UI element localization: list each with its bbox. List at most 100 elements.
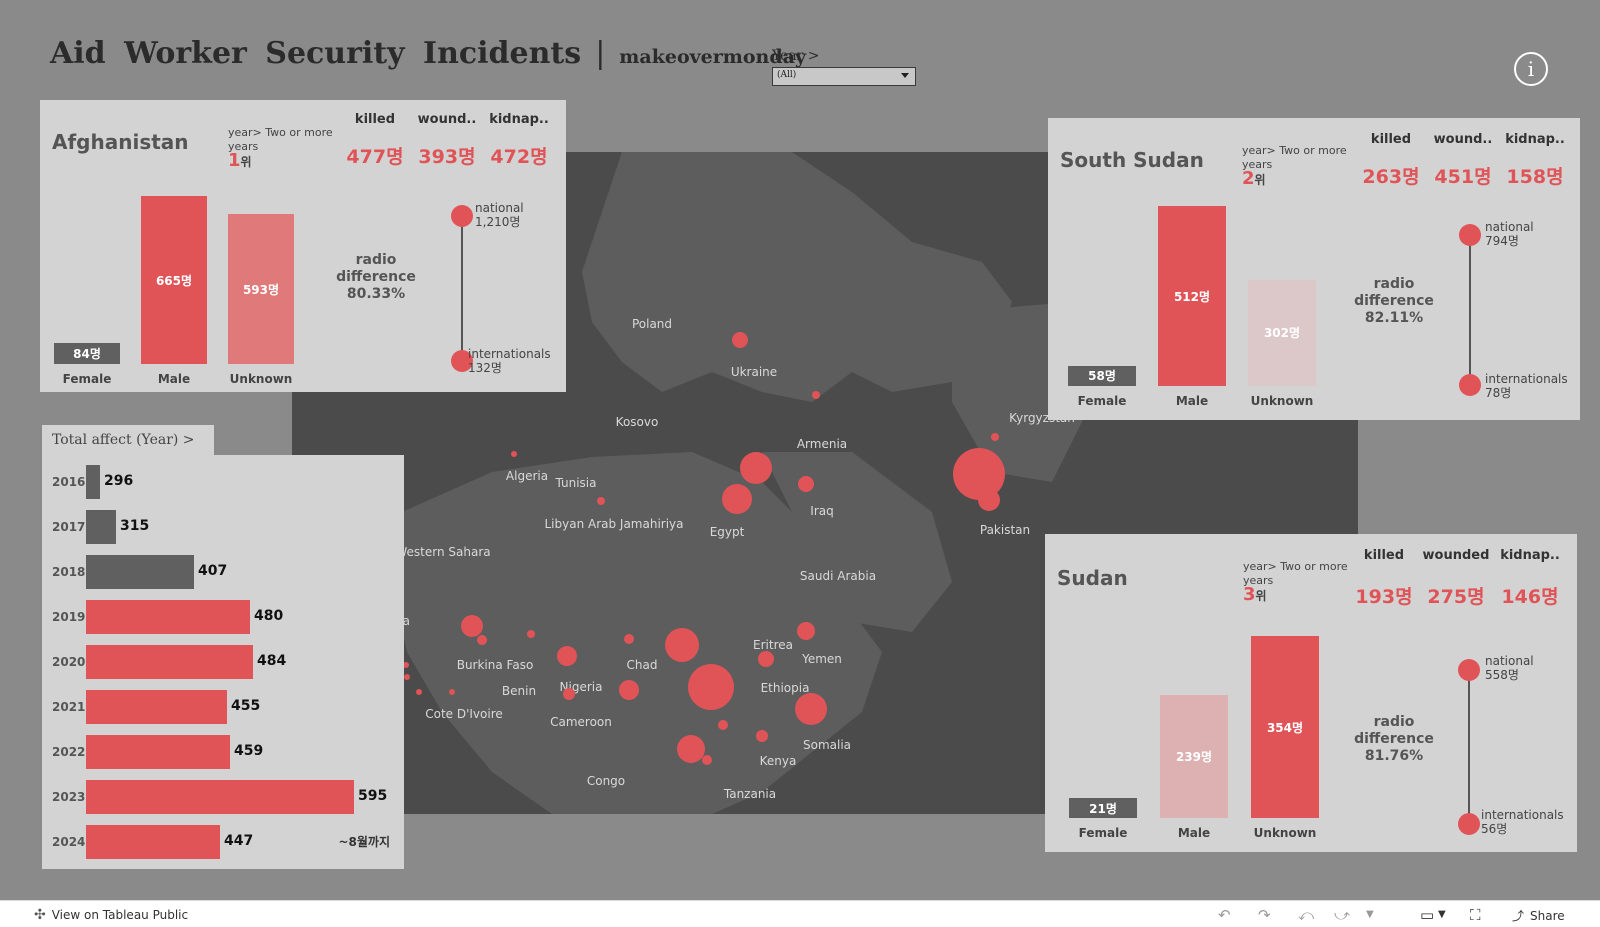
incident-bubble[interactable] [511, 451, 517, 457]
share-button[interactable]: ⤴ Share [1512, 907, 1565, 924]
incident-bubble[interactable] [740, 452, 772, 484]
info-icon[interactable]: i [1514, 52, 1548, 86]
incident-bubble[interactable] [449, 689, 455, 695]
total-affect-row[interactable]: 2020 484 [42, 645, 404, 679]
incident-bubble[interactable] [812, 391, 820, 399]
incident-bubble[interactable] [597, 497, 605, 505]
incident-bubble[interactable] [756, 730, 768, 742]
redo-icon[interactable]: ↷ [1258, 906, 1271, 924]
chevron-down-icon[interactable]: ▼ [1438, 909, 1446, 920]
gender-bar-male[interactable]: 512명 [1158, 206, 1226, 386]
rank-note-text: year> Two or more years [1243, 560, 1348, 587]
view-on-tableau-link[interactable]: ✣ View on Tableau Public [34, 907, 188, 923]
sudan-panel[interactable]: Sudan year> Two or more years 3위 killed … [1045, 534, 1577, 852]
gender-bar-unknown[interactable]: 354명 [1251, 636, 1319, 818]
year-bar[interactable] [86, 465, 100, 499]
gender-bar-male[interactable]: 239명 [1160, 695, 1228, 818]
incident-bubble[interactable] [718, 720, 728, 730]
international-dot[interactable] [451, 350, 473, 372]
map-label: Egypt [709, 525, 745, 539]
incident-bubble[interactable] [619, 680, 639, 700]
incident-bubble[interactable] [404, 674, 410, 680]
incident-bubble[interactable] [403, 662, 409, 668]
undo-icon[interactable]: ↶ [1218, 906, 1231, 924]
national-value: 1,210명 [475, 215, 521, 229]
gender-bar-unknown[interactable]: 302명 [1248, 279, 1316, 386]
year-bar[interactable] [86, 645, 253, 679]
year-bar[interactable] [86, 600, 250, 634]
year-bar[interactable] [86, 510, 116, 544]
national-dot[interactable] [1459, 224, 1481, 246]
refresh-icon[interactable]: ⤻ [1334, 906, 1351, 924]
national-label-text: national [1485, 654, 1534, 668]
south-sudan-panel[interactable]: South Sudan year> Two or more years 2위 k… [1048, 118, 1580, 420]
total-affect-row[interactable]: 2021 455 [42, 690, 404, 724]
incident-bubble[interactable] [677, 735, 705, 763]
incident-bubble[interactable] [702, 755, 712, 765]
national-dot[interactable] [1458, 659, 1480, 681]
national-label-text: national [1485, 220, 1534, 234]
year-bar[interactable] [86, 825, 220, 859]
year-label: 2020 [52, 655, 86, 669]
total-affect-row[interactable]: 2016 296 [42, 465, 404, 499]
incident-bubble[interactable] [624, 634, 634, 644]
incident-bubble[interactable] [527, 630, 535, 638]
international-value: 78명 [1485, 386, 1512, 400]
incident-bubble[interactable] [477, 635, 487, 645]
total-affect-header[interactable]: Total affect (Year) > [42, 425, 214, 455]
year-label: 2019 [52, 610, 86, 624]
international-dot[interactable] [1458, 813, 1480, 835]
incident-bubble[interactable] [461, 615, 483, 637]
incident-bubble[interactable] [688, 664, 734, 710]
incident-bubble[interactable] [798, 476, 814, 492]
international-label-text: internationals [1481, 808, 1564, 822]
incident-bubble[interactable] [758, 651, 774, 667]
incident-bubble[interactable] [557, 646, 577, 666]
revert-icon[interactable]: ⤺ [1298, 906, 1315, 924]
stat-value-kidnapped: 158명 [1506, 166, 1564, 188]
year-label: 2016 [52, 475, 86, 489]
incident-bubble[interactable] [732, 332, 748, 348]
international-dot[interactable] [1459, 374, 1481, 396]
total-affect-row[interactable]: 2017 315 [42, 510, 404, 544]
map-label: Saudi Arabia [799, 569, 877, 583]
incident-bubble[interactable] [722, 484, 752, 514]
national-dot[interactable] [451, 205, 473, 227]
comment-icon[interactable]: ▭ [1420, 906, 1435, 924]
total-affect-row[interactable]: 2022 459 [42, 735, 404, 769]
year-bar[interactable] [86, 690, 227, 724]
gender-bar-female[interactable]: 21명 [1069, 798, 1137, 818]
incident-bubble[interactable] [978, 489, 1000, 511]
rank-number: 2위 [1242, 170, 1352, 188]
gender-bar-male[interactable]: 665명 [141, 196, 207, 364]
stat-value-wounded: 275명 [1427, 586, 1485, 608]
map-label: Cameroon [550, 715, 612, 729]
year-select-dropdown[interactable]: (All) [772, 67, 916, 86]
afghanistan-panel[interactable]: Afghanistan year> Two or more years 1위 k… [40, 100, 566, 392]
incident-bubble[interactable] [563, 688, 575, 700]
fullscreen-icon[interactable]: ⛶ [1470, 906, 1481, 924]
incident-bubble[interactable] [795, 693, 827, 725]
international-label: internationals 56명 [1481, 808, 1564, 836]
gender-bar-unknown[interactable]: 593명 [228, 214, 294, 364]
total-affect-row[interactable]: 2023 595 [42, 780, 404, 814]
total-affect-row[interactable]: 2024 447 [42, 825, 404, 859]
gender-bar-category: Male [1175, 394, 1209, 408]
dashboard-title: Aid Worker Security Incidents [50, 36, 582, 71]
incident-bubble[interactable] [665, 628, 699, 662]
incident-bubble[interactable] [416, 689, 422, 695]
country-name: Sudan [1057, 566, 1128, 590]
year-bar[interactable] [86, 555, 194, 589]
gender-bar-female[interactable]: 58명 [1068, 365, 1136, 386]
year-bar[interactable] [86, 735, 230, 769]
stat-value-killed: 477명 [346, 146, 404, 168]
incident-bubble[interactable] [797, 622, 815, 640]
total-affect-row[interactable]: 2018 407 [42, 555, 404, 589]
total-affect-row[interactable]: 2019 480 [42, 600, 404, 634]
chevron-down-icon[interactable]: ▼ [1366, 909, 1374, 920]
gender-bar-female[interactable]: 84명 [54, 342, 120, 364]
year-bar[interactable] [86, 780, 354, 814]
map-label: Tanzania [723, 787, 777, 801]
year-select-value: (All) [777, 70, 797, 80]
incident-bubble[interactable] [991, 433, 999, 441]
